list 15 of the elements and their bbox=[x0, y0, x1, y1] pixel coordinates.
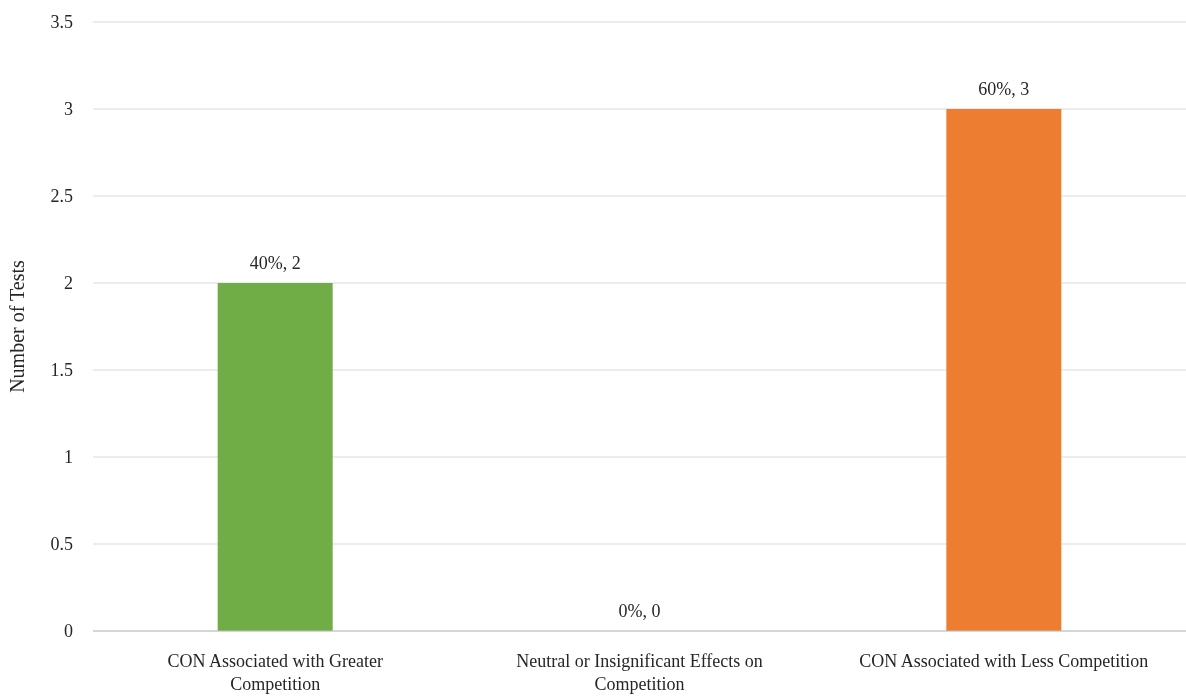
x-tick-label: CON Associated with Less Competition bbox=[859, 651, 1149, 671]
x-tick-label: CON Associated with Greater Competition bbox=[167, 651, 383, 694]
y-tick-label: 3.5 bbox=[50, 12, 73, 33]
y-tick-label: 2.5 bbox=[50, 186, 73, 207]
y-tick-label: 1 bbox=[64, 447, 73, 468]
data-label: 40%, 2 bbox=[249, 253, 301, 273]
y-tick-label: 2 bbox=[64, 273, 73, 294]
y-tick-label: 0.5 bbox=[50, 534, 73, 555]
y-tick-label: 1.5 bbox=[50, 360, 73, 381]
data-label: 0%, 0 bbox=[618, 601, 661, 621]
y-tick-label: 0 bbox=[64, 621, 73, 642]
y-axis-title: Number of Tests bbox=[6, 259, 28, 393]
data-label: 60%, 3 bbox=[978, 79, 1030, 99]
x-tick-label: Neutral or Insignificant Effects on Competition bbox=[516, 651, 763, 694]
y-tick-label: 3 bbox=[64, 99, 73, 120]
